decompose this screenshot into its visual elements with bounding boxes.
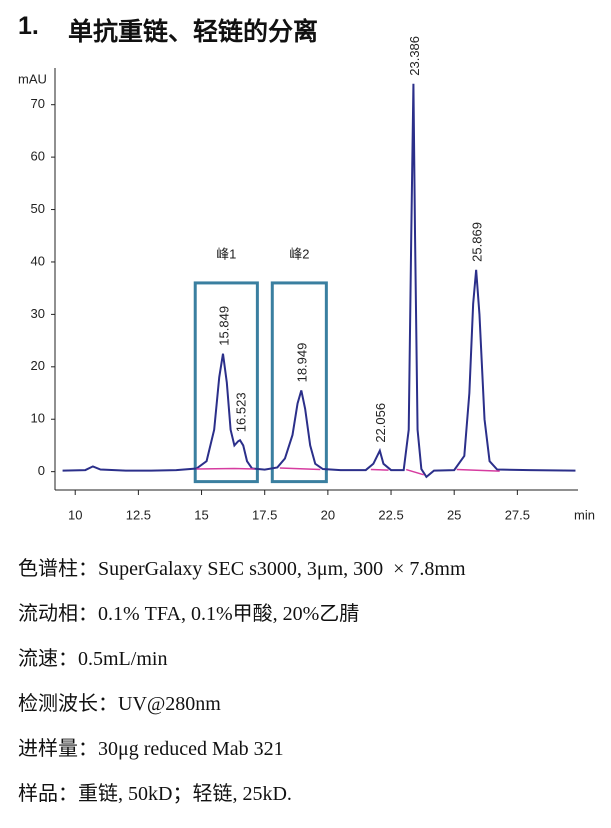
peak-region-box xyxy=(270,281,328,484)
x-tick-label: 10 xyxy=(68,507,82,522)
x-tick-label: 12.5 xyxy=(126,507,151,522)
x-tick-label: 17.5 xyxy=(252,507,277,522)
peak-label: 22.056 xyxy=(373,403,388,443)
peak-region-box xyxy=(193,281,259,484)
heading-text: 单抗重链、轻链的分离 xyxy=(68,18,319,46)
y-tick-label: 20 xyxy=(31,358,45,373)
y-tick-label: 50 xyxy=(31,201,45,216)
peak-region-label: 峰1 xyxy=(216,246,236,261)
y-axis-label: mAU xyxy=(18,71,47,86)
x-tick-label: 25 xyxy=(447,507,461,522)
note-line: 流动相：0.1% TFA, 0.1%甲酸, 20%乙腈 xyxy=(18,603,360,625)
x-tick-label: 22.5 xyxy=(378,507,403,522)
y-tick-label: 10 xyxy=(31,411,45,426)
chart: mAU min 0 10 20 30 40 50 60 70 10 12.5 15 17.5 20 22.… xyxy=(18,36,595,522)
peak-label: 16.523 xyxy=(233,392,248,432)
peak-label: 15.849 xyxy=(216,306,231,346)
y-tick-label: 40 xyxy=(31,253,45,268)
x-tick-label: 15 xyxy=(194,507,208,522)
integration-baseline xyxy=(196,467,500,476)
x-tick-label: 27.5 xyxy=(505,507,530,522)
note-line: 检测波长：UV@280nm xyxy=(18,693,221,715)
y-tick-label: 30 xyxy=(31,306,45,321)
peak-label: 23.386 xyxy=(407,36,422,76)
peak-label: 25.869 xyxy=(470,222,485,262)
note-line: 流速：0.5mL/min xyxy=(18,648,168,670)
x-axis-label: min xyxy=(574,507,595,522)
note-line: 样品：重链, 50kD；轻链, 25kD. xyxy=(18,783,292,805)
peak-region-label: 峰2 xyxy=(289,246,309,261)
heading-number: 1. xyxy=(18,12,39,40)
x-tick-label: 20 xyxy=(321,507,335,522)
note-line: 色谱柱：SuperGalaxy SEC s3000, 3μm, 300 × 7.… xyxy=(18,558,466,580)
peak-label: 18.949 xyxy=(295,343,310,383)
y-tick-label: 70 xyxy=(31,96,45,111)
y-tick-label: 60 xyxy=(31,149,45,164)
y-tick-label: 0 xyxy=(38,463,45,478)
note-line: 进样量：30μg reduced Mab 321 xyxy=(18,738,284,760)
chromatogram-trace xyxy=(62,83,576,479)
